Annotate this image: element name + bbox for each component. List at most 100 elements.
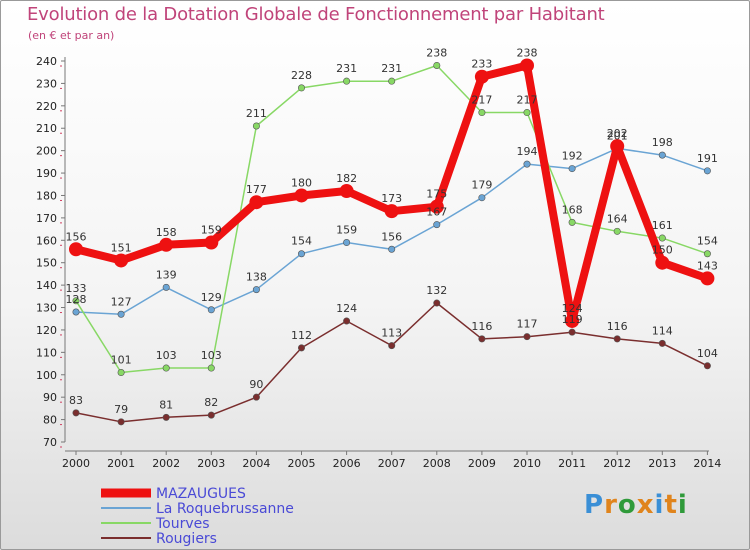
data-label-tourves: 103 <box>201 349 222 362</box>
data-point-rougiers <box>703 362 711 370</box>
data-label-rougiers: 112 <box>291 329 312 342</box>
y-tick-label: 90 <box>43 391 57 404</box>
data-point-rougiers <box>252 393 260 401</box>
data-point-mazaugues <box>204 235 219 250</box>
x-tick-label: 2005 <box>288 457 316 470</box>
data-label-tourves: 231 <box>336 62 357 75</box>
y-tick-label: 120 <box>36 324 57 337</box>
logo-letter: t <box>664 490 678 520</box>
data-label-mazaugues: 238 <box>517 46 538 59</box>
data-label-tourves: 154 <box>697 235 718 248</box>
data-label-mazaugues: 158 <box>156 226 177 239</box>
data-point-rougiers <box>478 335 486 343</box>
data-label-tourves: 217 <box>517 94 538 107</box>
data-label-tourves: 161 <box>652 219 673 232</box>
y-tick-label: 240 <box>36 55 57 68</box>
data-label-la-roquebrussanne: 167 <box>426 206 447 219</box>
data-label-tourves: 211 <box>246 107 267 120</box>
data-point-la-roquebrussanne <box>343 239 351 247</box>
data-point-tourves <box>72 297 80 305</box>
data-label-rougiers: 119 <box>562 313 583 326</box>
data-point-rougiers <box>117 418 125 426</box>
y-tick-label: 210 <box>36 122 57 135</box>
series-tourves <box>72 61 711 377</box>
data-point-mazaugues <box>610 139 625 154</box>
data-label-mazaugues: 124 <box>562 302 583 315</box>
data-label-la-roquebrussanne: 194 <box>517 145 538 158</box>
data-point-mazaugues <box>565 313 580 328</box>
data-label-la-roquebrussanne: 127 <box>111 295 132 308</box>
legend-label-la-roquebrussanne: La Roquebrussanne <box>156 501 294 517</box>
x-tick-label: 2008 <box>423 457 451 470</box>
data-label-rougiers: 81 <box>159 398 173 411</box>
x-tick-label: 2014 <box>693 457 721 470</box>
data-point-la-roquebrussanne <box>568 165 576 173</box>
series-rougiers <box>72 299 711 426</box>
data-label-la-roquebrussanne: 201 <box>607 129 628 142</box>
data-label-mazaugues: 150 <box>652 244 673 257</box>
proxiti-logo: Proxiti <box>584 490 688 520</box>
x-tick-label: 2013 <box>648 457 676 470</box>
data-point-rougiers <box>523 333 531 341</box>
data-label-mazaugues: 143 <box>697 259 718 272</box>
chart-axes: 7080901001101201301401501601701801902002… <box>36 55 721 470</box>
data-point-mazaugues <box>655 255 670 270</box>
data-point-rougiers <box>297 344 305 352</box>
x-tick-label: 2010 <box>513 457 541 470</box>
data-label-la-roquebrussanne: 159 <box>336 224 357 237</box>
data-point-tourves <box>343 77 351 85</box>
data-point-mazaugues <box>114 253 129 268</box>
y-tick-label: 220 <box>36 100 57 113</box>
series-layer <box>69 58 715 426</box>
data-point-rougiers <box>343 317 351 325</box>
data-point-tourves <box>207 364 215 372</box>
data-point-tourves <box>297 84 305 92</box>
x-tick-label: 2006 <box>333 457 361 470</box>
data-point-la-roquebrussanne <box>252 286 260 294</box>
x-tick-label: 2001 <box>107 457 135 470</box>
data-point-mazaugues <box>429 199 444 214</box>
y-tick-label: 110 <box>36 346 57 359</box>
y-tick-label: 180 <box>36 189 57 202</box>
data-point-mazaugues <box>159 237 174 252</box>
data-label-rougiers: 124 <box>336 302 357 315</box>
data-label-mazaugues: 180 <box>291 176 312 189</box>
data-point-la-roquebrussanne <box>117 310 125 318</box>
data-label-la-roquebrussanne: 198 <box>652 136 673 149</box>
data-label-rougiers: 83 <box>69 394 83 407</box>
data-point-la-roquebrussanne <box>703 167 711 175</box>
y-tick-label: 130 <box>36 302 57 315</box>
data-point-mazaugues <box>294 188 309 203</box>
x-tick-label: 2009 <box>468 457 496 470</box>
data-point-la-roquebrussanne <box>162 283 170 291</box>
x-tick-label: 2011 <box>558 457 586 470</box>
y-tick-label: 200 <box>36 145 57 158</box>
data-label-tourves: 103 <box>156 349 177 362</box>
x-tick-label: 2007 <box>378 457 406 470</box>
data-label-rougiers: 82 <box>204 396 218 409</box>
data-label-tourves: 164 <box>607 212 628 225</box>
legend-label-mazaugues: MAZAUGUES <box>156 486 246 502</box>
data-point-mazaugues <box>474 69 489 84</box>
data-point-tourves <box>162 364 170 372</box>
data-label-mazaugues: 151 <box>111 241 132 254</box>
data-label-rougiers: 116 <box>471 320 492 333</box>
y-tick-label: 230 <box>36 77 57 90</box>
data-label-la-roquebrussanne: 191 <box>697 152 718 165</box>
data-point-mazaugues <box>520 58 534 73</box>
data-label-la-roquebrussanne: 179 <box>471 179 492 192</box>
data-point-tourves <box>478 109 486 117</box>
chart-subtitle: (en € et par an) <box>28 29 115 42</box>
data-point-tourves <box>703 250 711 258</box>
data-label-la-roquebrussanne: 156 <box>381 230 402 243</box>
data-point-tourves <box>252 122 260 130</box>
logo-letter: i <box>654 490 665 520</box>
data-label-tourves: 133 <box>66 282 87 295</box>
data-label-tourves: 238 <box>426 46 447 59</box>
data-point-la-roquebrussanne <box>297 250 305 258</box>
data-label-la-roquebrussanne: 138 <box>246 271 267 284</box>
data-label-mazaugues: 175 <box>426 188 447 201</box>
data-label-mazaugues: 173 <box>381 192 402 205</box>
